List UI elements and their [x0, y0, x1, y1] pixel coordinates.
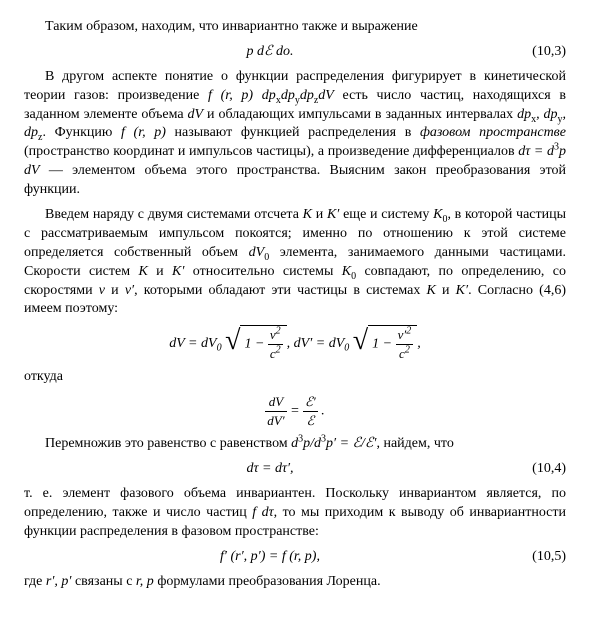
sqrt-icon: √ 1 − v′2 c2 [353, 325, 417, 362]
sym-K: K [303, 207, 312, 222]
sub-0: 0 [344, 343, 349, 354]
equation-dV-lorentz: dV = dV0 √ 1 − v2 c2 , dV′ = dV0 √ 1 − v… [24, 325, 566, 362]
expr: dV [188, 107, 204, 122]
expr: dp [517, 107, 531, 122]
text: , которыми обладают эти частицы в систем… [134, 283, 426, 298]
text: еще и систему [339, 207, 433, 222]
sup-2: 2 [276, 345, 281, 356]
equation-dV-ratio: dV dV′ = ℰ′ ℰ . [24, 393, 566, 429]
eq-body: f′ (r′, p′) = f (r, p), [24, 548, 516, 567]
lhs: dV = dV [169, 336, 216, 351]
sym-Kprime: K′ [172, 264, 184, 279]
eq-sign: = [287, 404, 303, 419]
expr: dV [318, 88, 334, 103]
expr: r′, p′ [46, 574, 72, 589]
fraction: v2 c2 [268, 326, 283, 362]
text: (пространство координат и импульсов част… [24, 144, 518, 159]
eq-body: dV = dV0 √ 1 − v2 c2 , dV′ = dV0 √ 1 − v… [24, 325, 566, 362]
expr: f dτ [252, 505, 273, 520]
sup-2: 2 [405, 345, 410, 356]
text: где [24, 574, 46, 589]
expr: p/d [303, 436, 321, 451]
para-whence: откуда [24, 368, 566, 387]
para-kinetic-theory: В другом аспекте понятие о функции распр… [24, 68, 566, 200]
text: и [436, 283, 456, 298]
equation-10-4: dτ = dτ′, (10,4) [24, 460, 566, 479]
fraction-rhs: ℰ′ ℰ [303, 393, 318, 429]
eq-body: dV dV′ = ℰ′ ℰ . [24, 393, 566, 429]
text: , найдем, что [376, 436, 453, 451]
fraction: v′2 c2 [396, 326, 414, 362]
expr: dτ = d [518, 144, 554, 159]
para-multiply: Перемножив это равенство с равенством d3… [24, 435, 566, 454]
text: связаны с [71, 574, 135, 589]
text: и [312, 207, 327, 222]
sqrt-icon: √ 1 − v2 c2 [225, 325, 287, 362]
text: — элементом объема этого пространства. В… [24, 163, 566, 197]
text: . Функцию [42, 125, 121, 140]
sym-vprime: v′ [398, 327, 407, 342]
sym-Kprime: K′ [456, 283, 468, 298]
equation-10-5: f′ (r′, p′) = f (r, p), (10,5) [24, 548, 566, 567]
para-invariant-element: т. е. элемент фазового объема инварианте… [24, 485, 566, 542]
numerator: ℰ′ [303, 393, 318, 412]
expr: p′ = ℰ/ℰ′ [326, 436, 376, 451]
radical-sign: √ [225, 327, 240, 364]
sym-dV0: dV [249, 245, 265, 260]
fraction-lhs: dV dV′ [265, 393, 286, 429]
radicand: 1 − v′2 c2 [368, 325, 417, 362]
text: , [417, 336, 421, 351]
denominator: c2 [268, 345, 283, 363]
eq-number: (10,5) [516, 548, 566, 567]
expr: r, p [136, 574, 154, 589]
sym-K: K [426, 283, 435, 298]
numerator: v′2 [396, 326, 414, 345]
denominator: c2 [396, 345, 414, 363]
para-intro: Таким образом, находим, что инвариантно … [24, 18, 566, 37]
sym-K0: K [342, 264, 351, 279]
emphasis-phase-space: фазовом пространстве [420, 125, 566, 140]
text: называют функцией распределения в [166, 125, 420, 140]
expr: f (r, p) [121, 125, 166, 140]
tail: . [318, 404, 325, 419]
numerator: v2 [268, 326, 283, 345]
text: и обладающих импульсами в заданных интер… [203, 107, 517, 122]
sup-2: 2 [406, 326, 411, 337]
sym-Kprime: K′ [327, 207, 339, 222]
text: и [148, 264, 172, 279]
eq-body: dτ = dτ′, [24, 460, 516, 479]
para-lorentz: где r′, p′ связаны с r, p формулами прео… [24, 573, 566, 592]
text: и [105, 283, 125, 298]
equation-10-3: p dℰ do. (10,3) [24, 43, 566, 62]
text: формулами преобразования Лоренца. [154, 574, 381, 589]
radical-sign: √ [353, 327, 368, 364]
text: 1 − [244, 337, 264, 352]
expr: dp [281, 88, 295, 103]
sym-vprime: v′ [125, 283, 134, 298]
radicand: 1 − v2 c2 [240, 325, 286, 362]
sup-2: 2 [276, 326, 281, 337]
expr: f (r, p) dp [208, 88, 276, 103]
denominator: dV′ [265, 412, 286, 430]
text: относительно системы [184, 264, 341, 279]
text: Перемножив это равенство с равенством [45, 436, 291, 451]
expr: dp [300, 88, 314, 103]
para-reference-frames: Введем наряду с двумя системами отсчета … [24, 206, 566, 319]
eq-body: p dℰ do. [24, 43, 516, 62]
text: , dV′ = dV [287, 336, 345, 351]
numerator: dV [265, 393, 286, 412]
denominator: ℰ [303, 412, 318, 430]
eq-number: (10,4) [516, 460, 566, 479]
text: Введем наряду с двумя системами отсчета [45, 207, 303, 222]
eq-number: (10,3) [516, 43, 566, 62]
sub-0: 0 [217, 343, 222, 354]
sym-K: K [138, 264, 147, 279]
expr: , dp [536, 107, 557, 122]
text: 1 − [372, 337, 392, 352]
